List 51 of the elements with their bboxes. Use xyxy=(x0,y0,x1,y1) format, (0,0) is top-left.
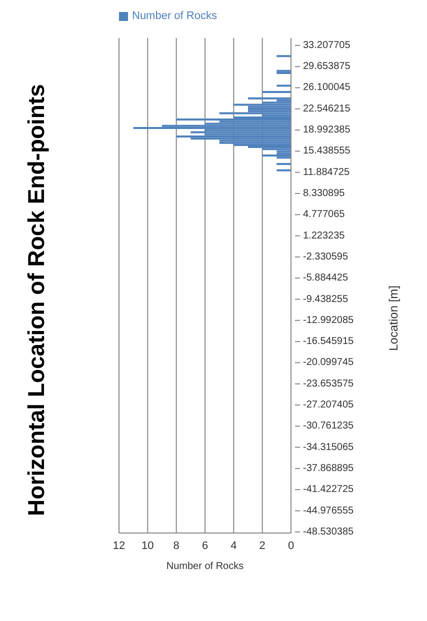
x-tick-label: 12 xyxy=(112,540,126,552)
y-tick-label: -20.099745 xyxy=(303,357,354,368)
bar xyxy=(276,55,291,58)
bar xyxy=(276,162,291,165)
text: Horizontal Location of Rock End-points xyxy=(22,83,50,518)
bar xyxy=(234,104,291,106)
bar xyxy=(176,118,291,121)
bar xyxy=(276,84,291,87)
bar xyxy=(219,142,291,144)
y-tick-label: -9.438255 xyxy=(303,294,348,305)
y-tick-label: 33.207705 xyxy=(303,40,351,51)
y-tick-label: 4.777065 xyxy=(303,209,346,220)
y-tick-label: -44.976555 xyxy=(303,505,354,516)
x-tick-label: 8 xyxy=(173,540,180,552)
y-axis-title: Location [m] xyxy=(386,286,400,351)
y-tick-label: -23.653575 xyxy=(303,378,354,390)
y-tick-label: 18.992385 xyxy=(303,124,351,136)
bar xyxy=(262,154,291,157)
y-tick-label: -27.207405 xyxy=(303,400,354,411)
y-tick-label: 11.884725 xyxy=(303,166,350,178)
bar xyxy=(276,169,291,172)
bar xyxy=(276,70,291,72)
y-tick-label: 15.438555 xyxy=(303,146,351,157)
y-tick-label: -41.422725 xyxy=(303,484,354,496)
bar xyxy=(176,135,291,138)
y-tick-label: -2.330595 xyxy=(303,251,348,262)
y-tick-label: -48.530385 xyxy=(303,526,354,538)
y-tick-label: 1.223235 xyxy=(303,230,346,242)
bar xyxy=(262,91,291,94)
legend-label: Number of Rocks xyxy=(132,10,217,22)
bar xyxy=(190,131,291,134)
y-tick-label: -30.761235 xyxy=(303,420,354,432)
y-tick-label: 22.546215 xyxy=(303,103,351,114)
y-tick-label: -16.545915 xyxy=(303,336,354,348)
y-tick-label: -37.868895 xyxy=(303,462,354,474)
y-tick-label: 26.100045 xyxy=(303,82,351,94)
y-tick-label: -5.884425 xyxy=(303,272,348,284)
bar xyxy=(248,108,291,110)
x-tick-label: 2 xyxy=(259,540,266,552)
x-axis-title: Number of Rocks xyxy=(166,561,244,572)
x-tick-label: 10 xyxy=(142,540,154,552)
y-tick-label: -12.992085 xyxy=(303,314,354,326)
bar xyxy=(276,72,291,74)
x-tick-label: 0 xyxy=(288,540,294,552)
x-tick-label: 4 xyxy=(230,540,237,552)
y-tick-label: 8.330895 xyxy=(303,188,346,199)
y-tick-label: 29.653875 xyxy=(303,61,351,72)
bar xyxy=(219,112,291,114)
y-tick-label: -34.315065 xyxy=(303,442,354,453)
x-tick-label: 6 xyxy=(202,540,208,552)
bar xyxy=(248,97,291,100)
